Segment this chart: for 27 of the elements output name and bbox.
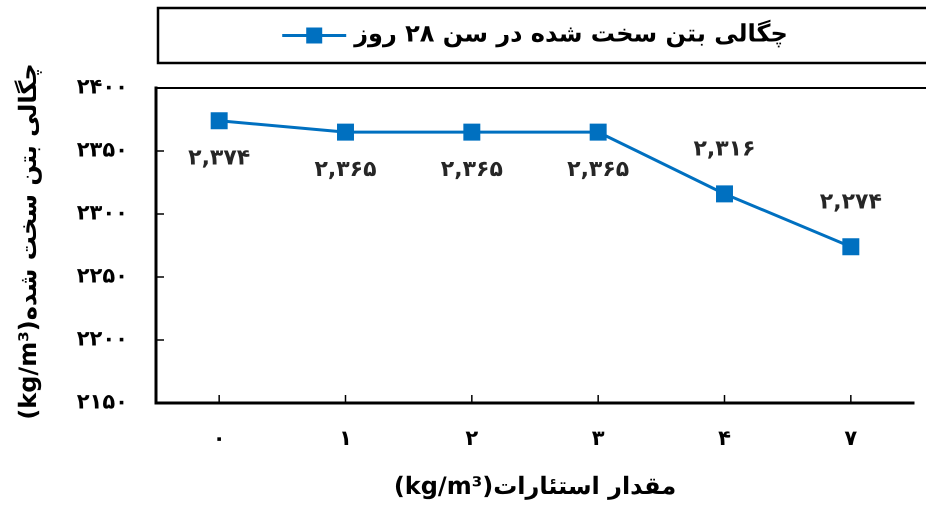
point bbox=[590, 124, 607, 141]
x-tick-label: ۷ bbox=[844, 426, 858, 450]
data-label: ۲,۳۶۵ bbox=[440, 156, 503, 182]
y-axis-title: چگالی بتن سخت شده(kg/m³) bbox=[14, 63, 42, 420]
y-tick-label: ۲۴۰۰ bbox=[76, 74, 128, 98]
legend-label: چگالی بتن سخت شده در سن ۲۸ روز bbox=[353, 20, 788, 48]
y-tick-label: ۲۱۵۰ bbox=[76, 389, 128, 414]
point bbox=[463, 124, 480, 141]
point bbox=[842, 238, 860, 256]
y-tick-label: ۲۲۵۰ bbox=[76, 263, 128, 288]
point bbox=[337, 124, 354, 141]
data-label: ۲,۳۶۵ bbox=[314, 156, 377, 182]
data-label: ۲,۲۷۴ bbox=[820, 189, 882, 214]
x-tick-label: ۲ bbox=[465, 426, 478, 450]
y-tick-label: ۲۳۰۰ bbox=[76, 200, 128, 224]
data-label: ۲,۳۶۵ bbox=[567, 156, 630, 182]
x-tick-label: ۳ bbox=[592, 426, 605, 450]
data-label: ۲,۳۷۴ bbox=[188, 145, 250, 170]
y-tick-label: ۲۳۵۰ bbox=[76, 137, 128, 162]
point bbox=[716, 185, 733, 202]
point bbox=[210, 112, 228, 130]
x-tick-label: ۴ bbox=[718, 426, 732, 450]
x-tick-label: ۰ bbox=[212, 426, 226, 450]
y-tick-label: ۲۲۰۰ bbox=[76, 326, 128, 350]
x-axis-title: مقدار استئارات(kg/m³) bbox=[394, 472, 676, 500]
data-label: ۲,۳۱۶ bbox=[693, 136, 756, 162]
x-tick-label: ۱ bbox=[339, 426, 352, 450]
